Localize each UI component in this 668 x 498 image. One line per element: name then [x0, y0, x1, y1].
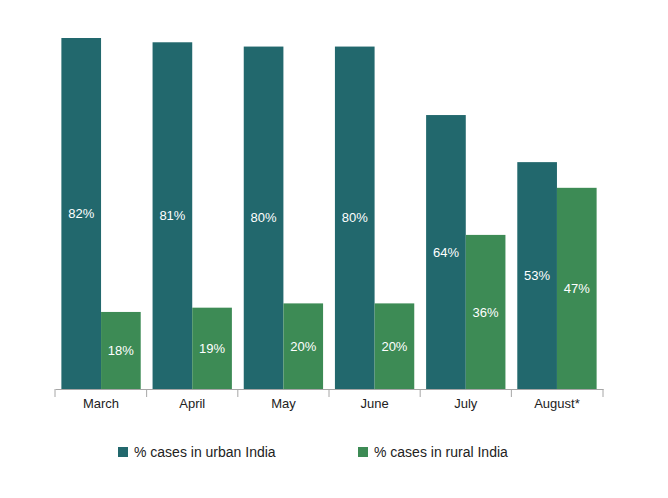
legend-swatch	[118, 447, 128, 457]
separator	[420, 389, 421, 397]
bar	[283, 303, 323, 389]
legend-swatch	[358, 447, 368, 457]
legend-label: % cases in urban India	[134, 444, 276, 460]
tick: March	[83, 396, 119, 411]
separator	[55, 389, 56, 397]
separator	[146, 389, 147, 397]
data-label: 19%	[199, 341, 225, 356]
data-labels: 82% 81% 80% 80% 64% 53% 18% 19% 20% 20% 36% 47%	[68, 206, 590, 358]
data-label: 80%	[251, 210, 277, 225]
data-label: 18%	[108, 343, 134, 358]
data-label: 20%	[290, 339, 316, 354]
data-label: 82%	[68, 206, 94, 221]
data-label: 20%	[381, 339, 407, 354]
tick: May	[271, 396, 296, 411]
bar	[426, 115, 466, 389]
separator	[511, 389, 512, 397]
bar	[466, 235, 506, 389]
legend: % cases in urban India % cases in rural I…	[118, 444, 508, 460]
tick: June	[360, 396, 388, 411]
separator	[603, 389, 604, 397]
data-label: 53%	[524, 268, 550, 283]
bar	[335, 47, 375, 389]
data-label: 81%	[159, 208, 185, 223]
tick: August*	[534, 396, 580, 411]
bar	[244, 47, 284, 389]
data-label: 64%	[433, 245, 459, 260]
bar	[101, 312, 141, 389]
bar	[192, 308, 232, 389]
bar	[517, 162, 557, 389]
tick-label: May	[271, 396, 296, 411]
data-label: 47%	[564, 281, 590, 296]
legend-label: % cases in rural India	[374, 444, 508, 460]
tick-label: July	[454, 396, 478, 411]
tick: July	[454, 396, 478, 411]
bar	[61, 38, 101, 389]
chart: 82% 81% 80% 80% 64% 53% 18% 19% 20% 20% 36% 47% Marc…	[0, 0, 668, 498]
tick-label: April	[179, 396, 205, 411]
bar	[557, 188, 597, 389]
tick: April	[179, 396, 205, 411]
data-label: 36%	[473, 305, 499, 320]
tick-label: June	[360, 396, 388, 411]
bar	[153, 42, 193, 389]
tick-label: August*	[534, 396, 580, 411]
tick-label: March	[83, 396, 119, 411]
bar	[375, 303, 415, 389]
separators	[55, 389, 603, 397]
separator	[329, 389, 330, 397]
x-axis: March April May June July August*	[56, 390, 604, 412]
separator	[237, 389, 238, 397]
data-label: 80%	[342, 210, 368, 225]
bars	[61, 38, 596, 389]
